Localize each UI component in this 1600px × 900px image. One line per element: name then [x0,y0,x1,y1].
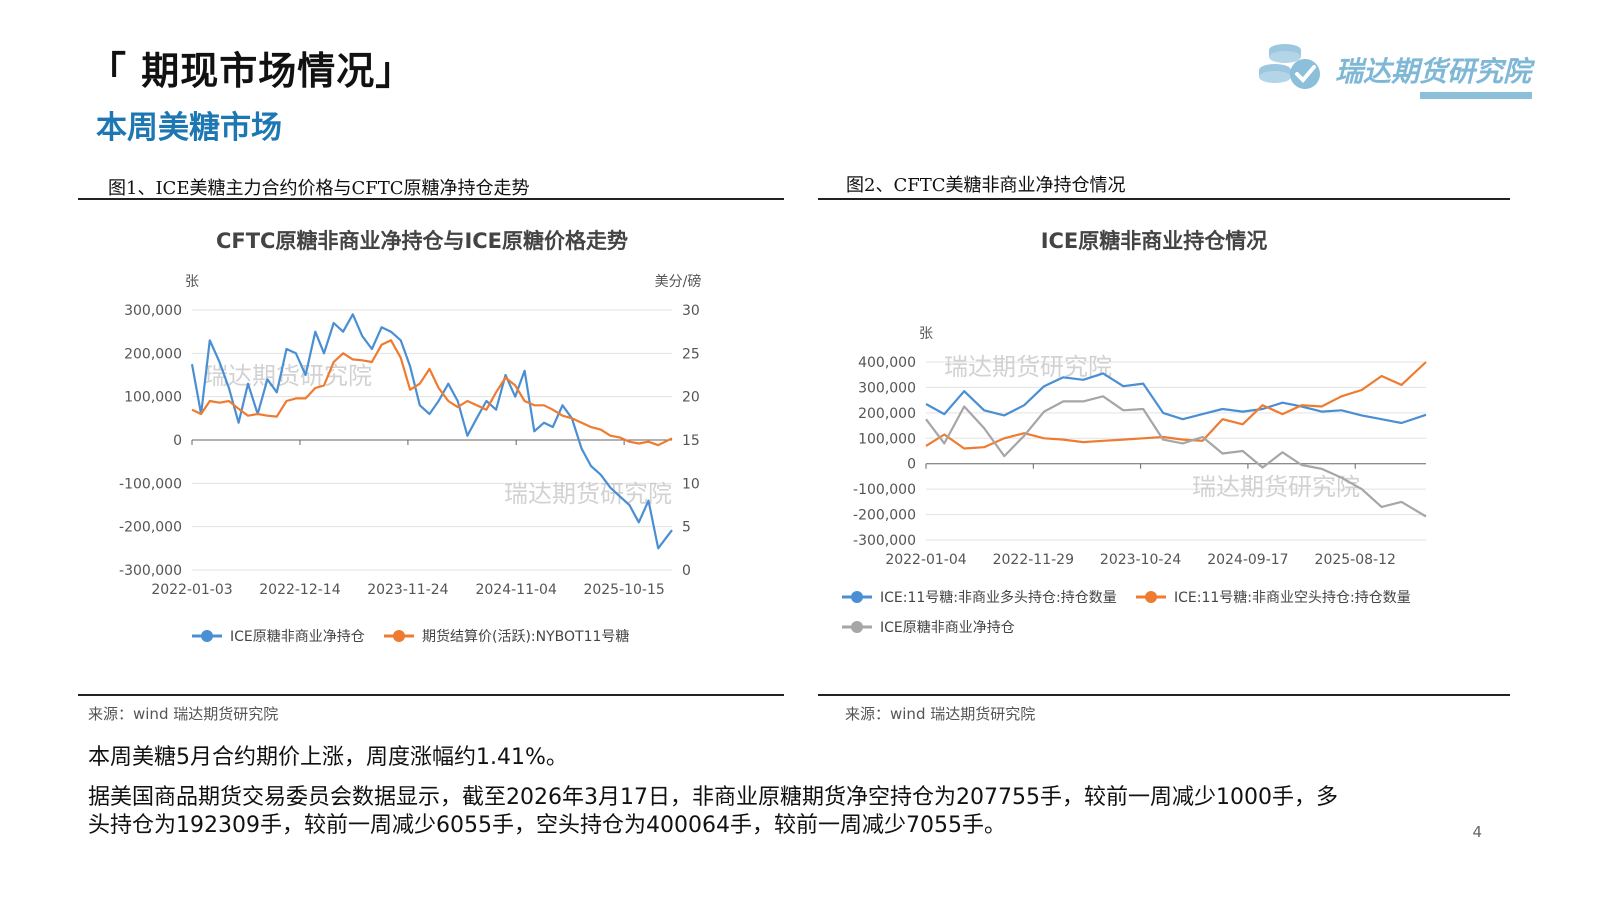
figure-1-top-rule [78,198,784,200]
logo-text: 瑞达期货研究院 [1335,55,1532,88]
detail-paragraph-line-2: 头持仓为192309手，较前一周减少6055手，空头持仓为400064手，较前一… [88,813,1006,838]
y-tick-label: 400,000 [858,355,916,371]
x-tick-label: 2024-11-04 [475,582,556,598]
legend-label-2: ICE:11号糖:非商业空头持仓:持仓数量 [1174,590,1411,606]
figure-2-caption: 图2、CFTC美糖非商业净持仓情况 [846,175,1126,196]
legend-marker-3 [851,621,863,633]
chart-2-watermark-lower: 瑞达期货研究院 [1192,473,1360,501]
figure-1-bottom-rule [78,694,784,696]
y-tick-label: -200,000 [119,520,182,536]
figure-2-source: 来源：wind 瑞达期货研究院 [845,705,1036,723]
y2-tick-label: 20 [682,390,700,406]
y-tick-label: 200,000 [858,406,916,422]
y-tick-label: -100,000 [119,476,182,492]
y2-tick-label: 10 [682,476,700,492]
chart-1: CFTC原糖非商业净持仓与ICE原糖价格走势 张 美分/磅 300,000200… [119,229,702,645]
x-tick-label: 2025-10-15 [583,582,664,598]
series-line-1 [190,313,673,550]
x-tick-label: 2022-11-29 [993,552,1074,568]
figure-2-bottom-rule [818,694,1510,696]
series-line-2 [191,339,673,447]
x-tick-label: 2024-09-17 [1207,552,1288,568]
y2-tick-label: 5 [682,520,691,536]
y-tick-label: 0 [907,457,916,473]
chart-2-ylabel: 张 [919,326,933,342]
summary-paragraph: 本周美糖5月合约期价上涨，周度涨幅约1.41%。 [88,745,568,770]
figure-1-source: 来源：wind 瑞达期货研究院 [88,705,279,723]
series-line-1 [925,372,1427,425]
legend-label-1: ICE原糖非商业净持仓 [230,629,365,645]
x-tick-label: 2022-01-03 [151,582,232,598]
x-tick-label: 2022-01-04 [885,552,966,568]
x-tick-label: 2025-08-12 [1315,552,1396,568]
x-tick-label: 2023-10-24 [1100,552,1181,568]
y-tick-label: 200,000 [124,346,182,362]
y2-tick-label: 0 [682,563,691,579]
logo: 瑞达期货研究院 [1255,30,1535,102]
chart-1-ylabel: 张 [185,274,199,290]
chart-2-title: ICE原糖非商业持仓情况 [1041,229,1268,253]
legend-marker-1 [851,591,863,603]
figure-2-top-rule [818,198,1510,200]
y-tick-label: 100,000 [858,431,916,447]
figure-1-caption: 图1、ICE美糖主力合约价格与CFTC原糖净持仓走势 [108,178,530,199]
legend-marker-2 [1145,591,1157,603]
detail-paragraph-line-1: 据美国商品期货交易委员会数据显示，截至2026年3月17日，非商业原糖期货净空持… [88,785,1338,810]
y-tick-label: -200,000 [853,508,916,524]
series-line-3 [925,395,1427,518]
y-tick-label: 300,000 [858,380,916,396]
page-subtitle: 本周美糖市场 [96,110,282,146]
y2-tick-label: 15 [682,433,700,449]
page-title: 「 期现市场情况」 [88,49,415,93]
y-tick-label: 100,000 [124,390,182,406]
series-line-2 [925,361,1427,450]
chart-1-title: CFTC原糖非商业净持仓与ICE原糖价格走势 [216,229,628,253]
page-number: 4 [1472,823,1482,841]
legend-label-3: ICE原糖非商业净持仓 [880,620,1015,636]
y-tick-label: 0 [173,433,182,449]
chart-1-y2label: 美分/磅 [655,273,702,290]
y-tick-label: -100,000 [853,482,916,498]
y-tick-label: -300,000 [119,563,182,579]
chart-2-watermark-upper: 瑞达期货研究院 [944,353,1112,381]
x-tick-label: 2023-11-24 [367,582,448,598]
coins-check-icon [1259,44,1320,89]
y2-tick-label: 25 [682,346,700,362]
logo-underline [1420,92,1532,99]
y-tick-label: 300,000 [124,303,182,319]
y-tick-label: -300,000 [853,533,916,549]
chart-2: ICE原糖非商业持仓情况 张 400,000 300,000 200,000 100,… [842,229,1427,636]
chart-1-watermark-lower: 瑞达期货研究院 [504,480,672,508]
chart-1-watermark-upper: 瑞达期货研究院 [204,362,372,390]
legend-label-1: ICE:11号糖:非商业多头持仓:持仓数量 [880,589,1117,606]
x-tick-label: 2022-12-14 [259,582,340,598]
y2-tick-label: 30 [682,303,700,319]
legend-label-2: 期货结算价(活跃):NYBOT11号糖 [422,628,629,645]
legend-marker-1 [201,630,213,642]
legend-marker-2 [393,630,405,642]
